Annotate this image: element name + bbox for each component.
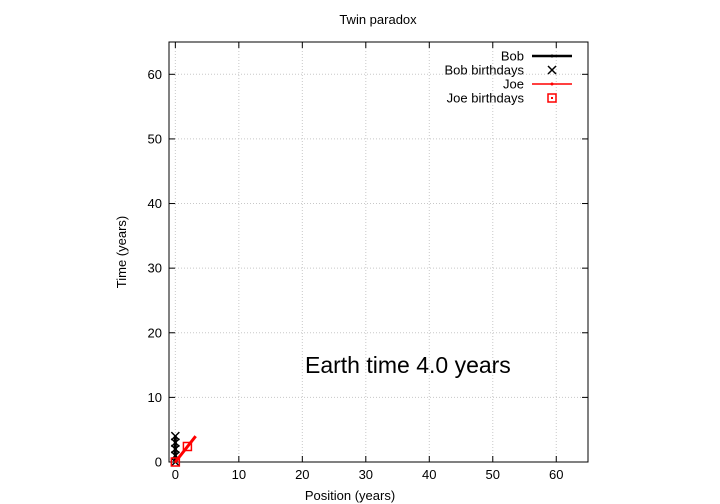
- ticks: 0 10 20 30 40 50 60 0 10 20 30 40 50 60: [148, 42, 588, 482]
- x-tick-label: 40: [422, 467, 436, 482]
- legend-entry-joe: Joe: [503, 77, 572, 92]
- x-tick-label: 20: [295, 467, 309, 482]
- x-tick-label: 10: [232, 467, 246, 482]
- x-tick-label: 60: [549, 467, 563, 482]
- plot-frame: [168, 41, 589, 463]
- legend-label: Joe: [503, 77, 524, 92]
- x-axis-title: Position (years): [305, 488, 395, 503]
- legend-swatch: [547, 93, 557, 103]
- series-layer: [170, 431, 197, 467]
- bob-birthdays-point: [170, 431, 180, 441]
- legend-label: Joe birthdays: [447, 91, 525, 106]
- legend-swatch-dot: [550, 82, 554, 86]
- legend-entry-bob: Bob: [501, 49, 572, 64]
- y-tick-label: 50: [148, 131, 162, 146]
- y-tick-label: 0: [155, 455, 162, 470]
- legend-swatch-dot: [550, 54, 554, 58]
- x-tick-label: 50: [486, 467, 500, 482]
- legend-label: Bob: [501, 49, 524, 64]
- x-tick-label: 30: [359, 467, 373, 482]
- y-tick-label: 40: [148, 196, 162, 211]
- legend-entry-joe-birthdays: Joe birthdays: [447, 91, 557, 106]
- legend-swatch: [547, 65, 557, 75]
- chart-title: Twin paradox: [339, 12, 417, 27]
- grid: [169, 42, 588, 463]
- bob-birthdays-point: [170, 438, 180, 448]
- x-tick-label: 0: [172, 467, 179, 482]
- legend-entry-bob-birthdays: Bob birthdays: [445, 63, 557, 78]
- bob-birthdays-point: [170, 444, 180, 454]
- y-axis-title: Time (years): [114, 216, 129, 288]
- joe-birthdays-point: [170, 457, 181, 467]
- y-tick-label: 60: [148, 67, 162, 82]
- y-tick-label: 10: [148, 390, 162, 405]
- earth-time-annotation: Earth time 4.0 years: [305, 352, 511, 378]
- legend-label: Bob birthdays: [445, 63, 525, 78]
- y-tick-label: 30: [148, 261, 162, 276]
- joe-birthdays-point: [182, 441, 193, 452]
- y-tick-label: 20: [148, 325, 162, 340]
